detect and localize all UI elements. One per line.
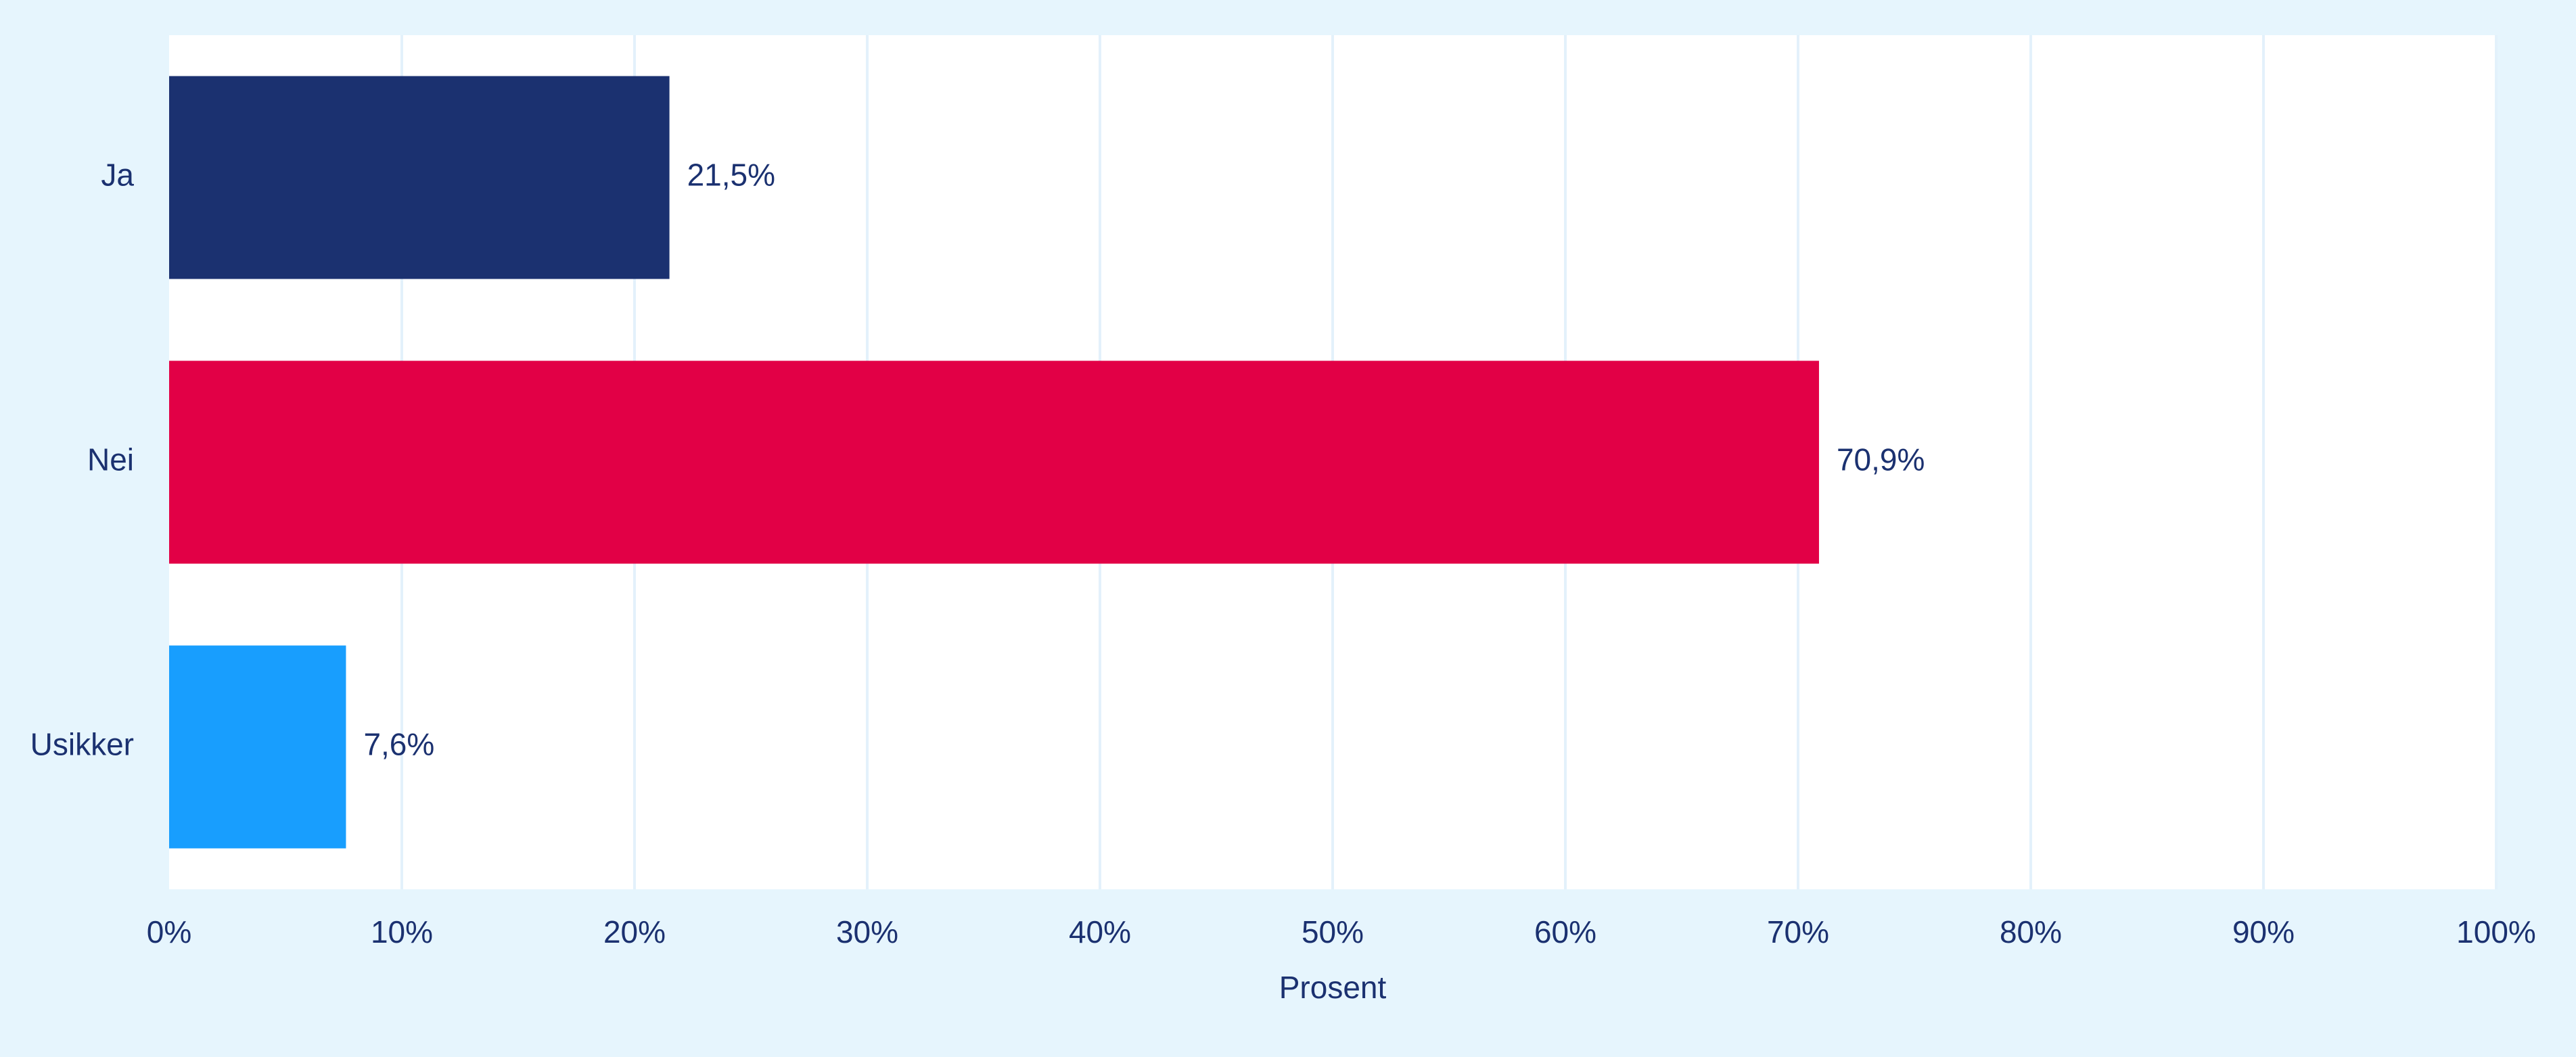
- bars: [169, 76, 1819, 849]
- x-tick-label: 0%: [147, 914, 191, 949]
- value-label-nei: 70,9%: [1837, 442, 1925, 477]
- value-label-ja: 21,5%: [687, 158, 775, 193]
- bar-usikker: [169, 645, 346, 849]
- x-tick-label: 100%: [2456, 914, 2536, 949]
- bar-nei: [169, 360, 1819, 564]
- x-tick-label: 30%: [836, 914, 898, 949]
- x-tick-label: 10%: [371, 914, 433, 949]
- x-axis-title: Prosent: [1279, 970, 1387, 1005]
- category-label-ja: Ja: [101, 158, 134, 193]
- x-tick-label: 20%: [603, 914, 666, 949]
- x-axis-ticks: 0% 10% 20% 30% 40% 50% 60% 70% 80% 90% 100%: [147, 914, 2536, 949]
- x-tick-label: 90%: [2232, 914, 2295, 949]
- x-tick-label: 70%: [1767, 914, 1829, 949]
- value-label-usikker: 7,6%: [363, 727, 434, 762]
- bar-ja: [169, 76, 670, 279]
- x-tick-label: 40%: [1069, 914, 1131, 949]
- value-labels: 21,5% 70,9% 7,6%: [363, 158, 1925, 762]
- category-label-nei: Nei: [87, 442, 134, 477]
- x-tick-label: 60%: [1534, 914, 1596, 949]
- x-tick-label: 80%: [2000, 914, 2062, 949]
- y-axis-categories: Ja Nei Usikker: [30, 158, 135, 762]
- x-tick-label: 50%: [1302, 914, 1364, 949]
- category-label-usikker: Usikker: [30, 727, 134, 762]
